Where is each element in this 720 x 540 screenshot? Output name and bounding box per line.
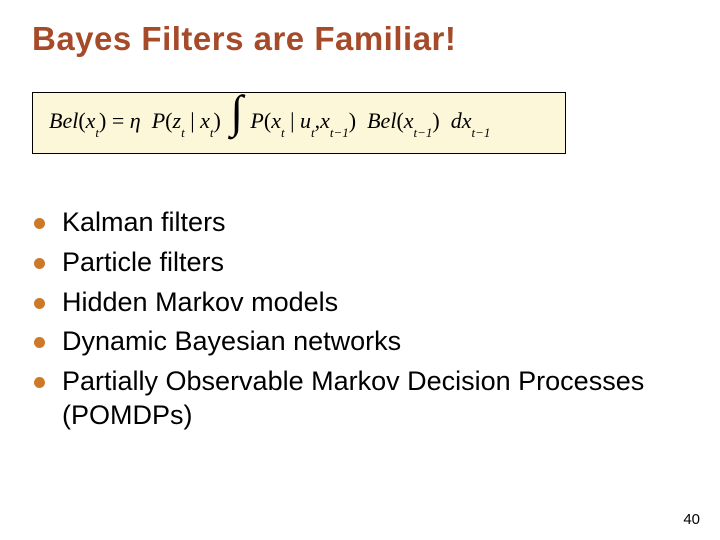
bullet-icon [34,337,45,348]
list-item: Particle filters [34,246,680,280]
list-item-text: Particle filters [62,246,224,280]
bullet-list: Kalman filters Particle filters Hidden M… [34,206,680,439]
list-item-text: Hidden Markov models [62,286,338,320]
equation-box: Bel(xt) = η P(zt | xt) ∫ P(xt | ut,xt−1)… [32,92,566,154]
slide: Bayes Filters are Familiar! Bel(xt) = η … [0,0,720,540]
bullet-icon [34,258,45,269]
list-item-text: Partially Observable Markov Decision Pro… [62,365,680,433]
bullet-icon [34,298,45,309]
slide-title: Bayes Filters are Familiar! [32,20,456,58]
list-item: Partially Observable Markov Decision Pro… [34,365,680,433]
list-item-text: Dynamic Bayesian networks [62,325,401,359]
page-number: 40 [683,511,700,528]
bullet-icon [34,218,45,229]
list-item: Kalman filters [34,206,680,240]
list-item: Hidden Markov models [34,286,680,320]
bullet-icon [34,377,45,388]
equation: Bel(xt) = η P(zt | xt) ∫ P(xt | ut,xt−1)… [49,108,490,137]
list-item: Dynamic Bayesian networks [34,325,680,359]
list-item-text: Kalman filters [62,206,226,240]
